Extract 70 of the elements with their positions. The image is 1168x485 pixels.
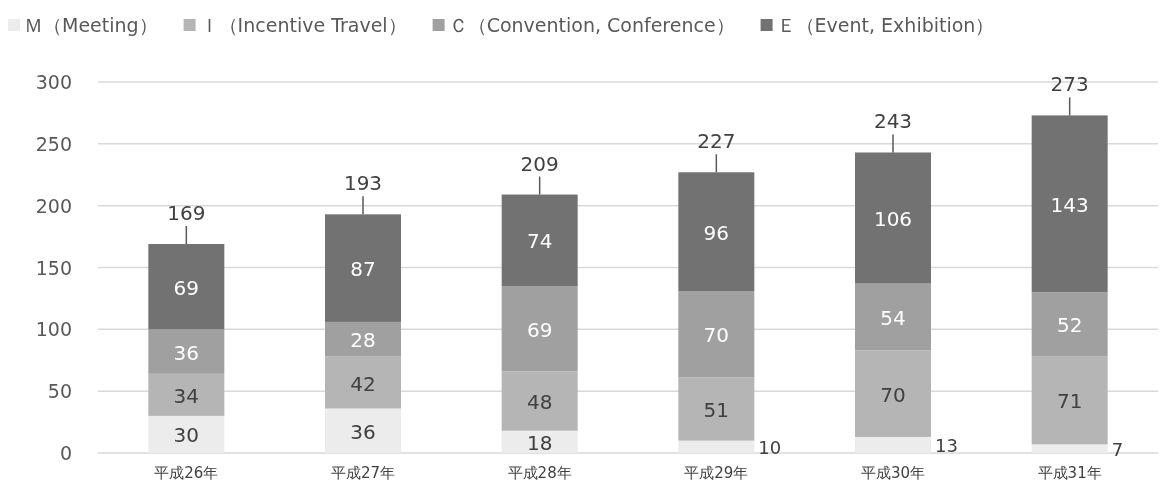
data-label: 69 [173,275,200,300]
x-tick-label: 平成29年 [684,464,749,482]
y-tick-label: 150 [35,256,72,279]
total-label: 273 [1050,72,1089,97]
data-label: 52 [1056,313,1083,338]
data-label: 70 [880,382,906,407]
bar [855,152,931,284]
data-label: 28 [350,328,376,353]
data-label: 7 [1111,438,1124,460]
bar [325,321,401,357]
data-label: 54 [880,305,906,330]
x-tick-label: 平成26年 [154,464,219,482]
bar [855,350,931,437]
data-label: 34 [173,383,200,408]
bar [325,356,401,409]
data-label: 36 [173,340,200,365]
bar [678,172,755,291]
y-tick-label: 0 [59,442,72,464]
data-label: 74 [526,229,553,254]
x-tick-label: 平成27年 [330,464,396,482]
x-tick-label: 平成30年 [860,464,926,482]
total-label: 227 [697,129,736,154]
bar [1031,444,1108,453]
data-label: 87 [350,257,376,282]
data-label: 69 [526,317,553,342]
data-label: 51 [703,398,730,423]
bar [678,291,755,378]
bar [501,194,578,287]
bar [678,440,755,453]
bar [1031,292,1108,357]
data-label: 71 [1056,389,1083,414]
data-label: 96 [703,220,730,245]
legend-label: Ｅ（Event, Exhibition） [776,14,995,36]
bar [325,408,401,453]
data-label: 143 [1050,192,1089,217]
y-tick-label: 200 [35,194,72,217]
total-label: 169 [167,201,206,225]
total-label: 243 [873,109,913,134]
bar [148,244,225,330]
data-label: 10 [758,436,782,458]
bar [325,214,401,322]
bar [678,377,755,441]
data-label: 18 [526,430,553,455]
bar [1031,115,1108,293]
y-tick-label: 300 [35,71,72,93]
bar [501,371,578,431]
bar [855,283,931,351]
bar [855,436,931,453]
x-tick-label: 平成28年 [507,464,572,482]
data-label: 70 [703,323,730,348]
data-label: 36 [350,419,376,444]
x-tick-label: 平成31年 [1037,464,1102,482]
bar [1031,356,1108,445]
y-tick-label: 250 [35,132,72,155]
bar [148,329,225,374]
data-label: 13 [935,434,958,456]
data-label: 42 [350,371,376,396]
total-label: 209 [520,151,559,176]
total-label: 193 [343,171,383,196]
bar [501,286,578,372]
data-label: 30 [173,423,200,448]
bar [148,373,225,416]
y-tick-label: 100 [35,318,72,341]
legend-label: Ｍ（Meeting） [24,14,158,36]
data-label: 106 [873,207,913,232]
data-label: 48 [526,390,553,415]
legend-label: Ｃ（Convention, Conference） [448,14,735,36]
bar [148,415,225,453]
y-tick-label: 50 [47,380,72,403]
legend-label: Ｉ（Incentive Travel） [199,14,407,36]
